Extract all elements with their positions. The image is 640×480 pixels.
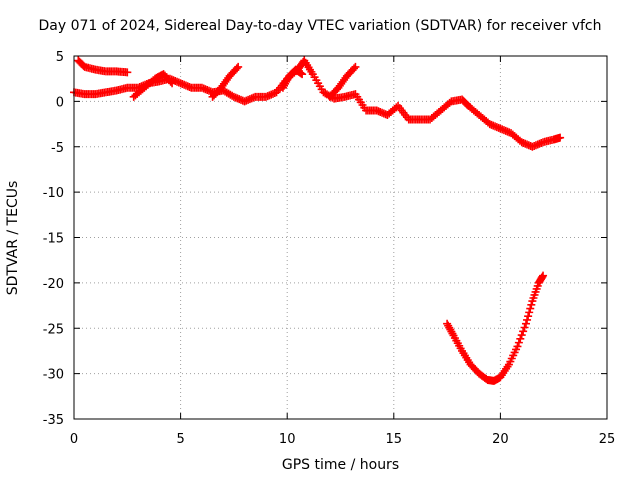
y-tick-label: -25 bbox=[43, 322, 64, 337]
data-point-marker bbox=[445, 98, 454, 107]
y-tick-label: -35 bbox=[43, 413, 64, 428]
chart-title: Day 071 of 2024, Sidereal Day-to-day VTE… bbox=[38, 18, 602, 34]
data-point-marker bbox=[298, 70, 307, 79]
y-tick-label: 0 bbox=[56, 95, 64, 110]
x-tick-label: 10 bbox=[279, 432, 296, 447]
axis-ticks: 0 5 10 15 20 25 5 0 -5 -10 -15 -20 -25 -30 -35 bbox=[43, 50, 616, 447]
data-point-marker bbox=[513, 342, 522, 351]
grid-lines bbox=[74, 56, 607, 419]
data-point-marker bbox=[524, 312, 533, 321]
data-point-marker bbox=[168, 79, 177, 88]
y-tick-label: -20 bbox=[43, 277, 64, 292]
series-segment-12h bbox=[325, 62, 360, 101]
data-point-marker bbox=[351, 62, 360, 71]
x-tick-label: 15 bbox=[386, 432, 403, 447]
x-axis-label: GPS time / hours bbox=[281, 457, 400, 473]
y-tick-label: -10 bbox=[43, 186, 64, 201]
x-tick-label: 0 bbox=[70, 432, 78, 447]
data-point-marker bbox=[123, 68, 132, 77]
y-tick-label: 5 bbox=[56, 50, 64, 65]
data-point-marker bbox=[228, 91, 237, 100]
y-tick-label: -30 bbox=[43, 368, 64, 383]
series-segment-4h bbox=[129, 70, 177, 101]
data-point-marker bbox=[514, 338, 523, 347]
data-point-marker bbox=[166, 77, 175, 86]
series-lower-arc bbox=[443, 271, 548, 385]
x-tick-label: 20 bbox=[492, 432, 509, 447]
data-point-marker bbox=[519, 327, 528, 336]
data-point-marker bbox=[521, 319, 530, 328]
data-point-marker bbox=[232, 64, 241, 73]
data-point-marker bbox=[517, 331, 526, 340]
data-point-marker bbox=[539, 271, 548, 280]
data-point-marker bbox=[523, 315, 532, 324]
series-segment-10h bbox=[278, 65, 307, 92]
data-point-marker bbox=[234, 62, 243, 71]
data-point-marker bbox=[520, 323, 529, 332]
data-point-marker bbox=[556, 133, 565, 142]
data-point-marker bbox=[525, 308, 534, 317]
series-segment-7h bbox=[208, 62, 243, 101]
series-upper-arc bbox=[74, 56, 132, 77]
x-tick-label: 5 bbox=[176, 432, 184, 447]
plot-frame bbox=[73, 55, 608, 420]
x-tick-label: 25 bbox=[599, 432, 616, 447]
data-point-marker bbox=[350, 64, 359, 73]
y-tick-label: -15 bbox=[43, 232, 64, 247]
data-point-marker bbox=[516, 334, 525, 343]
data-point-marker bbox=[526, 304, 535, 313]
y-tick-label: -5 bbox=[51, 141, 64, 156]
data-points bbox=[70, 56, 565, 385]
series-main-track bbox=[70, 56, 565, 151]
data-point-marker bbox=[527, 300, 536, 309]
